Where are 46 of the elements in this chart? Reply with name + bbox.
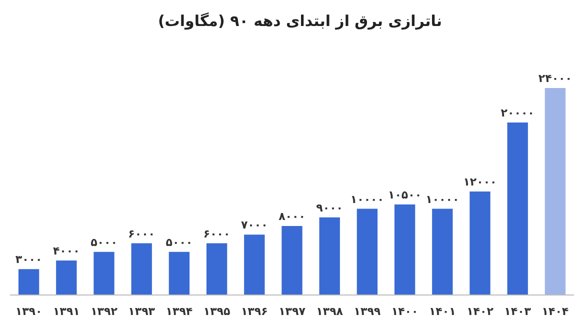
bar [131, 243, 152, 295]
x-tick-label: ۱۳۹۳ [128, 305, 156, 318]
chart-title: ناترازی برق از ابتدای دهه ۹۰ (مگاوات) [158, 12, 442, 30]
bar [432, 208, 453, 295]
data-label: ۹۰۰۰ [316, 201, 344, 214]
data-label: ۵۰۰۰ [90, 236, 118, 249]
data-label: ۶۰۰۰ [203, 227, 230, 240]
x-tick-label: ۱۳۹۱ [52, 305, 80, 318]
x-tick-label: ۱۳۹۲ [90, 305, 118, 318]
data-label: ۳۰۰۰ [15, 253, 42, 266]
x-tick-label: ۱۳۹۹ [354, 305, 381, 318]
data-label: ۱۰۵۰۰ [388, 188, 422, 202]
data-label: ۱۲۰۰۰ [463, 176, 497, 188]
x-tick-label: ۱۳۹۴ [166, 305, 193, 318]
bar [470, 192, 490, 295]
data-label: ۶۰۰۰ [128, 227, 156, 240]
data-label: ۲۴۰۰۰ [538, 72, 572, 85]
data-label: ۱۰۰۰۰ [350, 192, 384, 206]
data-label: ۲۰۰۰۰ [500, 106, 534, 120]
x-tick-label: ۱۳۹۰ [15, 305, 42, 318]
data-label: ۸۰۰۰ [278, 210, 306, 223]
x-tick-label: ۱۴۰۲ [466, 305, 494, 318]
bar [544, 88, 566, 295]
bar [282, 226, 302, 295]
data-label: ۴۰۰۰ [52, 244, 80, 258]
bar [356, 208, 378, 295]
bar [168, 252, 190, 295]
x-tick-label: ۱۳۹۷ [278, 305, 306, 318]
data-label: ۷۰۰۰ [240, 218, 268, 232]
bar [18, 269, 40, 295]
x-tick-label: ۱۴۰۴ [542, 305, 569, 318]
bar [56, 260, 77, 295]
bar [507, 122, 528, 295]
data-label: ۵۰۰۰ [166, 236, 193, 249]
x-tick-label: ۱۴۰۰ [391, 305, 418, 318]
bar [94, 252, 114, 295]
x-tick-label: ۱۴۰۱ [428, 305, 456, 318]
x-tick-label: ۱۳۹۸ [316, 305, 344, 318]
bar [206, 243, 228, 295]
data-label: ۱۰۰۰۰ [426, 192, 460, 206]
bar [244, 234, 265, 295]
x-tick-label: ۱۴۰۳ [504, 305, 532, 318]
bar [394, 204, 416, 295]
x-tick-label: ۱۳۹۶ [240, 305, 268, 318]
bar [319, 217, 340, 295]
x-tick-label: ۱۳۹۵ [203, 305, 231, 318]
